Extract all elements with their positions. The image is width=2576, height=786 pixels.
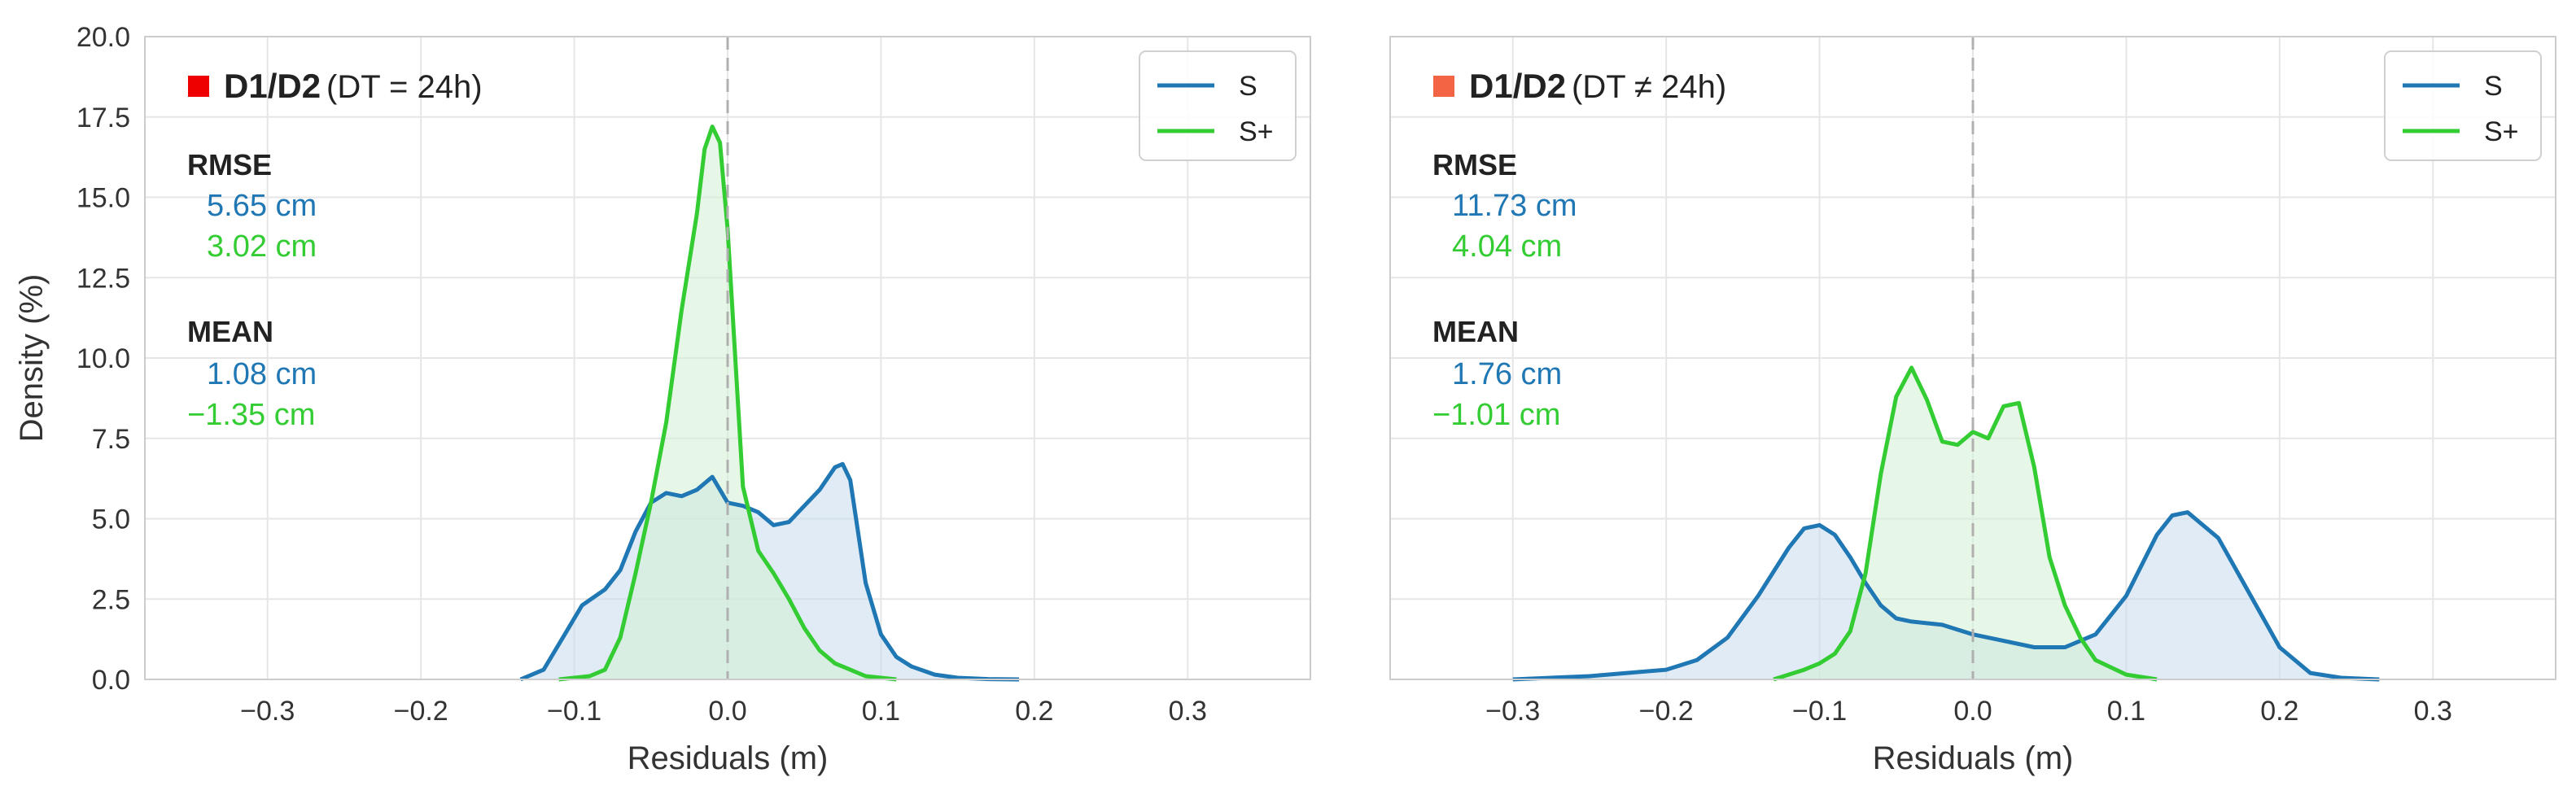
x-tick-label: −0.2 <box>394 696 448 727</box>
rmse-label: RMSE <box>1432 148 1517 181</box>
x-tick-label: −0.2 <box>1639 696 1694 727</box>
density-fill-s-plus <box>1773 367 2158 679</box>
panel-title-rest: (DT ≠ 24h) <box>1572 69 1726 105</box>
y-tick-label: 15.0 <box>77 183 130 214</box>
y-tick-label: 10.0 <box>77 343 130 374</box>
series-line-s <box>519 461 1020 682</box>
plot-frame <box>144 36 1311 680</box>
x-tick-label: 0.3 <box>2414 696 2452 727</box>
y-axis-label: Density (%) <box>14 274 50 443</box>
x-axis-label: Residuals (m) <box>1873 740 2074 776</box>
series-line-s-plus <box>1773 365 2158 682</box>
y-tick-label: 7.5 <box>92 424 130 455</box>
x-tick-label: 0.1 <box>862 696 900 727</box>
mean-value-s-plus: −1.01 cm <box>1432 398 1560 432</box>
mean-label: MEAN <box>1432 315 1519 348</box>
panel-2: −0.3 −0.2 −0.1 0.0 0.1 0.2 0.3 Residuals (m) D1/… <box>1389 36 2556 776</box>
y-tick-label: 17.5 <box>77 103 130 133</box>
panel-1: −0.3 −0.2 −0.1 0.0 0.1 0.2 0.3 0.0 2.5 5.0 7.5 10.0… <box>14 22 1311 776</box>
mean-value-s: 1.76 cm <box>1452 357 1562 391</box>
x-tick-label: −0.3 <box>1485 696 1540 727</box>
series-line-s <box>1512 510 2380 682</box>
x-tick-label: 0.3 <box>1169 696 1207 727</box>
legend-label-s-plus: S+ <box>1239 116 1274 147</box>
x-tick-label: 0.1 <box>2107 696 2145 727</box>
title-marker <box>1433 76 1454 97</box>
legend-label-s: S <box>2484 71 2503 102</box>
rmse-value-s: 11.73 cm <box>1452 189 1577 223</box>
x-tick-label: −0.1 <box>547 696 601 727</box>
mean-label: MEAN <box>187 315 273 348</box>
rmse-value-s-plus: 4.04 cm <box>1452 229 1562 264</box>
panel-title-rest: (DT = 24h) <box>326 69 483 105</box>
x-tick-label: 0.2 <box>1015 696 1053 727</box>
y-tick-label: 12.5 <box>77 263 130 294</box>
legend-label-s-plus: S+ <box>2484 116 2519 147</box>
title-marker <box>188 76 209 97</box>
panel-title-bold: D1/D2 <box>224 67 321 105</box>
mean-value-s: 1.08 cm <box>207 357 317 391</box>
legend: S S+ <box>1139 50 1297 161</box>
y-tick-label: 0.0 <box>92 665 130 696</box>
x-tick-label: 0.0 <box>1953 696 1992 727</box>
legend: S S+ <box>2384 50 2542 161</box>
x-axis-label: Residuals (m) <box>628 740 829 776</box>
mean-value-s-plus: −1.35 cm <box>187 398 315 432</box>
series-line-s-plus <box>558 124 897 682</box>
rmse-label: RMSE <box>187 148 272 181</box>
y-tick-label: 2.5 <box>92 584 130 615</box>
plot-frame <box>1389 36 2556 680</box>
x-tick-label: 0.2 <box>2260 696 2298 727</box>
x-tick-label: 0.0 <box>708 696 746 727</box>
rmse-value-s: 5.65 cm <box>207 189 317 223</box>
panel-title-bold: D1/D2 <box>1469 67 1566 105</box>
y-tick-label: 20.0 <box>77 22 130 53</box>
legend-label-s: S <box>1239 71 1257 102</box>
x-tick-label: −0.3 <box>240 696 295 727</box>
rmse-value-s-plus: 3.02 cm <box>207 229 317 264</box>
y-tick-label: 5.0 <box>92 504 130 535</box>
x-tick-label: −0.1 <box>1792 696 1847 727</box>
